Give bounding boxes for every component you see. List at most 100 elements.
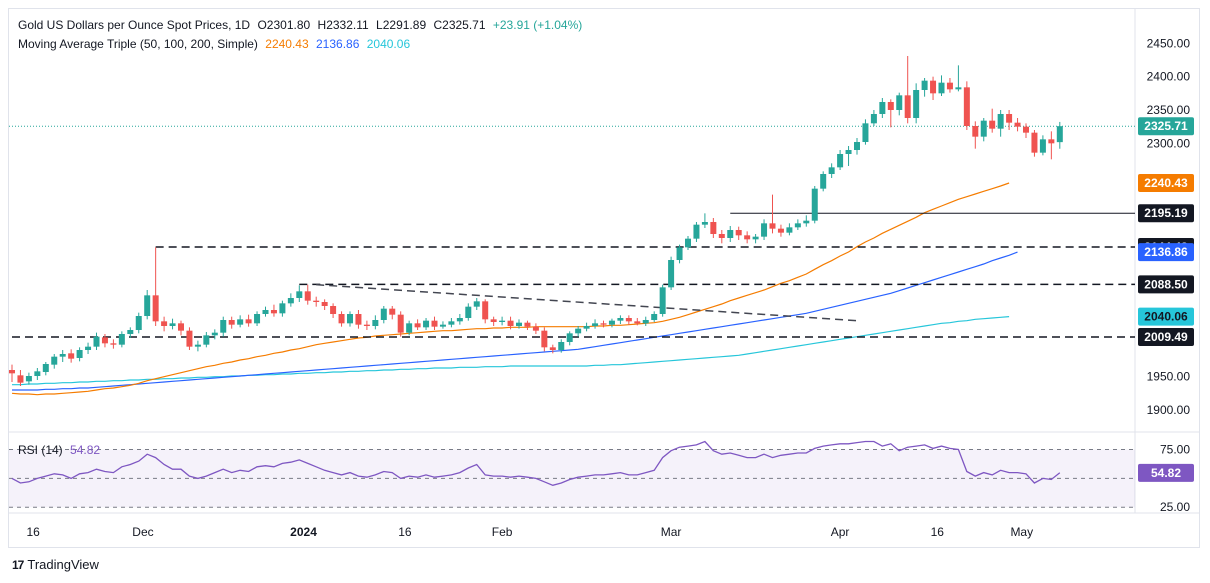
candle-body <box>152 295 159 322</box>
candle-body <box>135 316 142 330</box>
ohlc-legend: Gold US Dollars per Ounce Spot Prices, 1… <box>18 18 586 32</box>
candle-body <box>1031 132 1038 153</box>
candle-body <box>870 114 877 124</box>
price-level-0-label: 2240.43 <box>1144 176 1188 190</box>
candle-body <box>220 320 227 333</box>
candle-body <box>304 291 311 301</box>
price-level-1-badge <box>1138 204 1194 223</box>
candle-body <box>9 370 15 374</box>
candle-body <box>583 326 590 329</box>
y-tick-label: 2400.00 <box>1147 70 1191 84</box>
candle-body <box>473 301 480 307</box>
candle-body <box>862 123 869 142</box>
candle-body <box>34 371 41 376</box>
candle-body <box>997 114 1004 129</box>
candle-body <box>254 314 261 324</box>
x-tick-label: Feb <box>492 525 513 539</box>
candle-body <box>1014 122 1021 127</box>
candle-body <box>685 238 691 248</box>
candle-body <box>101 337 108 344</box>
brand-name: TradingView <box>27 557 99 572</box>
rsi-pane <box>9 440 1135 508</box>
x-tick-label: Apr <box>831 525 850 539</box>
candle-body <box>777 228 784 233</box>
candle-body <box>938 82 945 94</box>
candle-body <box>803 220 810 224</box>
candle-body <box>989 120 996 129</box>
candle-body <box>930 80 937 94</box>
x-tick-label: May <box>1010 525 1033 539</box>
candle-body <box>237 319 244 325</box>
axes: 1900.00 1950.00 2300.00 2350.00 2400.00 2450.… <box>26 36 1190 539</box>
candle-body <box>786 227 793 233</box>
candle-body <box>169 323 176 326</box>
y-tick-label: 1950.00 <box>1147 370 1191 384</box>
price-level-4-label: 2088.50 <box>1144 277 1188 291</box>
price-level-6-label: 2009.49 <box>1144 330 1188 344</box>
candle-body <box>347 314 353 324</box>
ma-title: Moving Average Triple (50, 100, 200, Sim… <box>18 37 258 51</box>
ma100-value: 2136.86 <box>316 37 360 51</box>
candle-body <box>963 87 970 126</box>
candle-body <box>465 306 472 318</box>
candle-body <box>794 223 801 228</box>
ma50-line <box>11 182 1010 396</box>
close-label: C <box>433 18 443 32</box>
price-level-5-label: 2040.06 <box>1144 310 1188 324</box>
candle-body <box>676 247 683 260</box>
candle-body <box>558 342 565 350</box>
x-tick-label: 2024 <box>290 525 317 539</box>
y-tick-label: 2300.00 <box>1147 136 1191 150</box>
candle-body <box>313 300 320 302</box>
candle-body <box>524 322 531 327</box>
candle-body <box>423 320 430 328</box>
candle-body <box>811 188 818 221</box>
candle-body <box>68 353 75 359</box>
price-level-5-badge <box>1138 307 1194 326</box>
candle-body <box>854 142 860 150</box>
candle-body <box>363 324 370 326</box>
y-tick-label: 1900.00 <box>1147 403 1191 417</box>
rsi-value: 54.82 <box>70 443 101 457</box>
candle-body <box>1039 139 1046 153</box>
candle-body <box>642 320 649 324</box>
candle-body <box>887 102 894 110</box>
chart-frame <box>8 8 1200 548</box>
candle-body <box>592 323 599 326</box>
candles <box>9 56 1063 386</box>
candle-body <box>448 321 455 325</box>
price-level-6-badge <box>1138 328 1194 347</box>
high-label: H <box>317 18 327 32</box>
open-label: O <box>257 18 267 32</box>
candle-body <box>896 95 903 110</box>
candle-body <box>608 320 615 325</box>
ma200-line <box>12 316 1010 386</box>
candle-body <box>397 314 404 333</box>
candle-body <box>245 319 252 324</box>
candle-body <box>516 322 522 326</box>
candle-body <box>439 324 446 327</box>
y-tick-label: 2450.00 <box>1147 36 1191 50</box>
candle-body <box>178 323 184 331</box>
price-level-3-label: 2136.86 <box>1144 245 1188 259</box>
horizontal-levels <box>9 125 1135 338</box>
descending-trendline <box>316 283 858 322</box>
candle-body <box>228 320 235 325</box>
candle-body <box>262 310 269 314</box>
candle-body <box>355 314 362 325</box>
candle-body <box>17 375 24 383</box>
candle-body <box>769 223 776 229</box>
candle-body <box>718 234 725 238</box>
candle-body <box>85 346 92 350</box>
candle-body <box>744 235 751 240</box>
candle-body <box>456 318 463 322</box>
candle-body <box>211 332 218 336</box>
footer[interactable]: 17 TradingView <box>12 557 99 572</box>
last-price-badge <box>1138 117 1194 136</box>
candle-body <box>735 230 742 236</box>
rsi-tick-label: 75.00 <box>1160 443 1190 457</box>
candle-body <box>76 350 83 358</box>
candle-body <box>980 120 987 137</box>
candle-body <box>338 314 345 324</box>
